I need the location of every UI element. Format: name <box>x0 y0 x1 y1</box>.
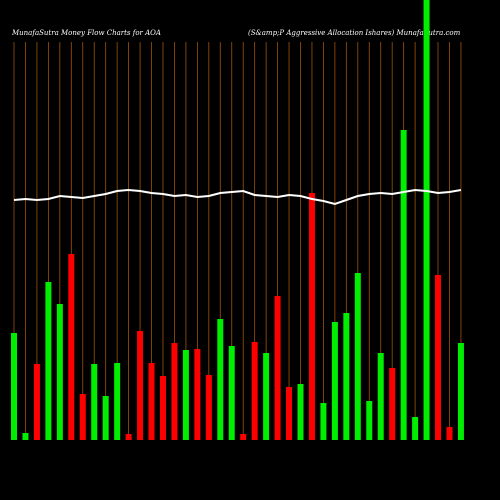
bar <box>297 384 304 440</box>
chart-title: MunafaSutra Money Flow Charts for AOA <box>11 29 161 37</box>
bar <box>56 304 63 440</box>
bar <box>457 343 464 440</box>
bar <box>11 333 17 440</box>
bar <box>251 342 258 440</box>
bar <box>274 296 281 440</box>
bar <box>366 401 373 440</box>
bar <box>423 0 430 440</box>
bar <box>91 364 98 440</box>
bar <box>389 368 396 440</box>
bar <box>102 396 109 440</box>
bar <box>331 322 338 440</box>
bar <box>228 346 235 440</box>
bar <box>148 363 155 440</box>
bar <box>320 403 327 440</box>
money-flow-line <box>13 188 462 206</box>
bar <box>205 375 212 440</box>
bar <box>171 343 178 440</box>
bar <box>377 353 384 440</box>
bar <box>286 387 293 440</box>
bar <box>194 349 201 440</box>
bar <box>263 353 270 440</box>
bar <box>446 427 453 440</box>
bar <box>343 313 350 440</box>
bar <box>68 254 75 440</box>
bar <box>79 394 86 440</box>
bar <box>114 363 121 440</box>
bar <box>435 275 442 440</box>
bar <box>217 319 224 440</box>
bar <box>33 364 40 440</box>
chart-subtitle: (S&amp;P Aggressive Allocation Ishares) … <box>248 29 461 37</box>
bar <box>22 433 29 440</box>
plot-area <box>11 0 464 440</box>
bar <box>159 376 166 440</box>
bar <box>125 434 132 440</box>
bar <box>412 417 419 440</box>
bar <box>137 331 144 440</box>
bar <box>240 434 247 440</box>
bar <box>308 193 315 440</box>
bar <box>182 350 189 440</box>
bar <box>354 273 361 440</box>
bar <box>400 130 407 440</box>
bar <box>45 282 52 440</box>
